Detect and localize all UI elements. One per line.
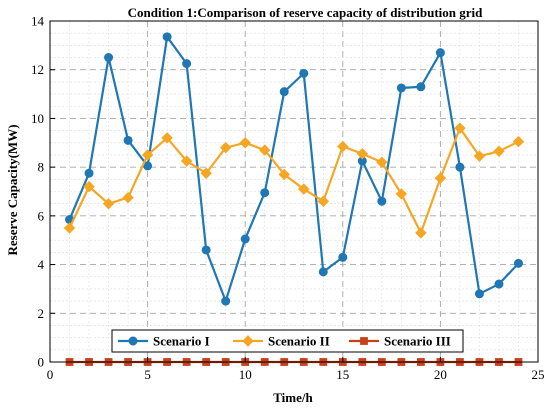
- data-point: [221, 296, 231, 306]
- y-tick-label: 2: [38, 306, 45, 321]
- data-point: [512, 135, 525, 148]
- chart-title: Condition 1:Comparison of reserve capaci…: [128, 5, 483, 20]
- y-tick-label: 4: [38, 257, 45, 272]
- data-point: [239, 137, 251, 149]
- x-tick-label: 25: [532, 367, 545, 382]
- data-point: [337, 140, 349, 153]
- data-point: [259, 144, 271, 156]
- legend: Scenario I Scenario II Scenario III: [111, 329, 464, 353]
- data-point: [473, 150, 486, 162]
- legend-label: Scenario II: [268, 334, 330, 349]
- series-1: [65, 32, 523, 306]
- data-point: [317, 195, 329, 207]
- data-point: [455, 162, 465, 172]
- legend-box: [111, 329, 464, 353]
- data-point: [182, 59, 192, 69]
- data-point: [180, 155, 193, 167]
- y-tick-label: 6: [38, 208, 45, 223]
- legend-marker: [242, 335, 254, 347]
- data-point: [493, 145, 505, 158]
- data-point: [416, 82, 426, 92]
- data-point: [318, 267, 328, 277]
- x-tick-label: 5: [144, 367, 151, 382]
- series-line: [68, 127, 519, 235]
- series-2: [63, 122, 525, 239]
- data-point: [513, 258, 523, 268]
- data-point: [415, 227, 427, 239]
- data-point: [141, 149, 154, 161]
- data-point: [376, 156, 388, 168]
- data-point: [435, 48, 445, 58]
- data-point: [240, 234, 250, 244]
- data-point: [162, 32, 172, 42]
- x-tick-label: 0: [47, 367, 54, 382]
- x-tick-label: 10: [239, 367, 252, 382]
- y-tick-label: 14: [31, 14, 45, 29]
- data-point: [396, 83, 406, 93]
- data-point: [219, 141, 232, 154]
- y-tick-label: 10: [31, 111, 44, 126]
- x-axis-label: Time/h: [273, 390, 313, 405]
- legend-label: Scenario I: [153, 334, 210, 349]
- data-point: [104, 53, 114, 63]
- y-tick-label: 8: [38, 160, 45, 175]
- data-point: [299, 68, 309, 78]
- data-point: [395, 188, 408, 200]
- data-point: [298, 183, 310, 195]
- data-point: [494, 279, 504, 289]
- data-point: [260, 188, 270, 198]
- plot-series: [63, 32, 525, 366]
- data-point: [338, 252, 348, 262]
- data-point: [474, 289, 484, 299]
- legend-marker: [128, 336, 138, 346]
- x-tick-label: 20: [434, 367, 447, 382]
- data-point: [377, 196, 387, 206]
- legend-marker: [360, 337, 368, 345]
- x-tick-label: 15: [336, 367, 349, 382]
- data-point: [201, 245, 211, 255]
- data-point: [200, 167, 212, 179]
- data-point: [123, 135, 133, 145]
- axis-ticks: 0 5 10 15 20 25 0 2 4 6 8 10 12 14: [31, 14, 545, 383]
- y-tick-label: 12: [31, 62, 44, 77]
- data-point: [434, 172, 447, 184]
- grid: [50, 21, 538, 362]
- data-point: [356, 148, 369, 160]
- y-tick-label: 0: [38, 355, 45, 370]
- data-point: [83, 180, 95, 193]
- data-point: [102, 197, 115, 210]
- data-point: [161, 132, 173, 144]
- series-line: [68, 35, 520, 303]
- data-point: [454, 122, 466, 134]
- legend-label: Scenario III: [384, 334, 451, 349]
- data-point: [84, 168, 94, 178]
- data-point: [63, 222, 76, 234]
- data-point: [122, 191, 134, 204]
- y-axis-label: Reserve Capacity(MW): [5, 124, 20, 255]
- data-point: [279, 87, 289, 97]
- plot-frame: [49, 20, 539, 363]
- data-point: [278, 168, 290, 181]
